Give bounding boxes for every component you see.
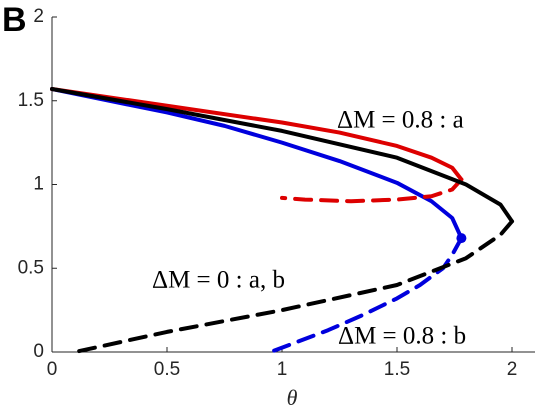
y-tick-label: 2 bbox=[33, 6, 44, 27]
x-tick-label: 0.5 bbox=[154, 359, 180, 380]
y-tick-label: 1.5 bbox=[18, 90, 44, 111]
line bbox=[73, 219, 514, 354]
x-tick-label: 2 bbox=[507, 359, 518, 380]
x-tick-label: 0 bbox=[47, 359, 58, 380]
annotation: ΔM = 0 : a, b bbox=[152, 267, 285, 294]
y-tick-label: 0 bbox=[33, 341, 44, 362]
line bbox=[268, 236, 464, 354]
y-tick-label: 1 bbox=[33, 174, 44, 195]
x-tick-label: 1 bbox=[277, 359, 288, 380]
line bbox=[50, 87, 464, 182]
line bbox=[280, 177, 464, 204]
line bbox=[50, 87, 464, 241]
annotation: ΔM = 0.8 : a bbox=[337, 107, 464, 134]
x-axis-label: θ bbox=[287, 385, 298, 410]
y-tick-label: 0.5 bbox=[18, 257, 44, 278]
annotation: ΔM = 0.8 : b bbox=[338, 323, 466, 350]
panel-label: B bbox=[2, 1, 27, 39]
x-tick-label: 1.5 bbox=[384, 359, 410, 380]
line bbox=[50, 87, 514, 224]
